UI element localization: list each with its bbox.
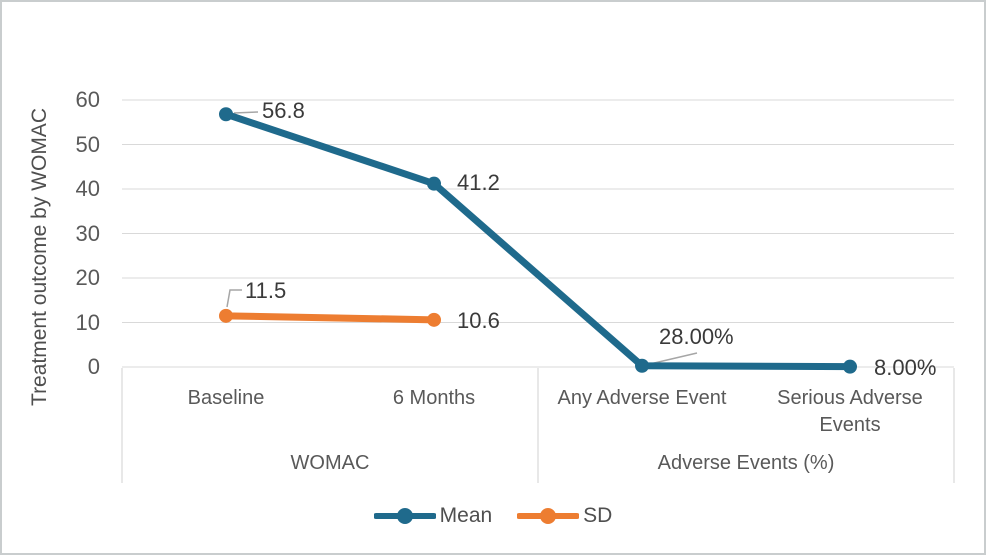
legend-item-sd: SD [517, 504, 612, 528]
legend-item-mean: Mean [373, 504, 493, 528]
category-label: Serious Adverse Events [777, 387, 923, 436]
data-point-marker [635, 358, 649, 373]
data-point-marker [843, 359, 857, 374]
data-point-marker [219, 107, 233, 122]
data-label: 41.2 [457, 170, 500, 195]
group-label: Adverse Events (%) [657, 452, 835, 474]
data-point-marker [427, 312, 441, 327]
data-point-marker [427, 176, 441, 191]
data-label: 10.6 [457, 308, 500, 333]
leader-line [233, 111, 259, 114]
legend-label-sd: SD [583, 504, 613, 527]
leader-line [226, 289, 242, 308]
y-tick-label: 40 [75, 176, 100, 201]
series-line-sd [222, 312, 438, 324]
data-label: 56.8 [262, 98, 305, 123]
data-label: 11.5 [245, 278, 287, 303]
data-label: 8.00% [874, 355, 937, 380]
data-point-marker [219, 308, 233, 323]
category-label: 6 Months [392, 387, 476, 409]
legend: Mean SD [2, 504, 984, 528]
data-label: 28.00% [659, 324, 734, 349]
category-label: Baseline [187, 387, 265, 409]
legend-label-mean: Mean [439, 504, 493, 527]
mean-series-marker-icon [373, 508, 436, 524]
y-tick-label: 10 [75, 309, 100, 335]
y-tick-label: 20 [75, 265, 100, 290]
y-tick-label: 50 [75, 131, 100, 157]
group-label: WOMAC [290, 452, 370, 474]
sd-series-marker-icon [517, 508, 580, 524]
y-tick-label: 0 [87, 354, 100, 379]
y-tick-label: 30 [75, 220, 100, 246]
leader-line [649, 352, 698, 365]
y-tick-label: 60 [75, 87, 100, 112]
category-label: Any Adverse Event [557, 387, 727, 409]
series-line-mean [222, 110, 854, 371]
